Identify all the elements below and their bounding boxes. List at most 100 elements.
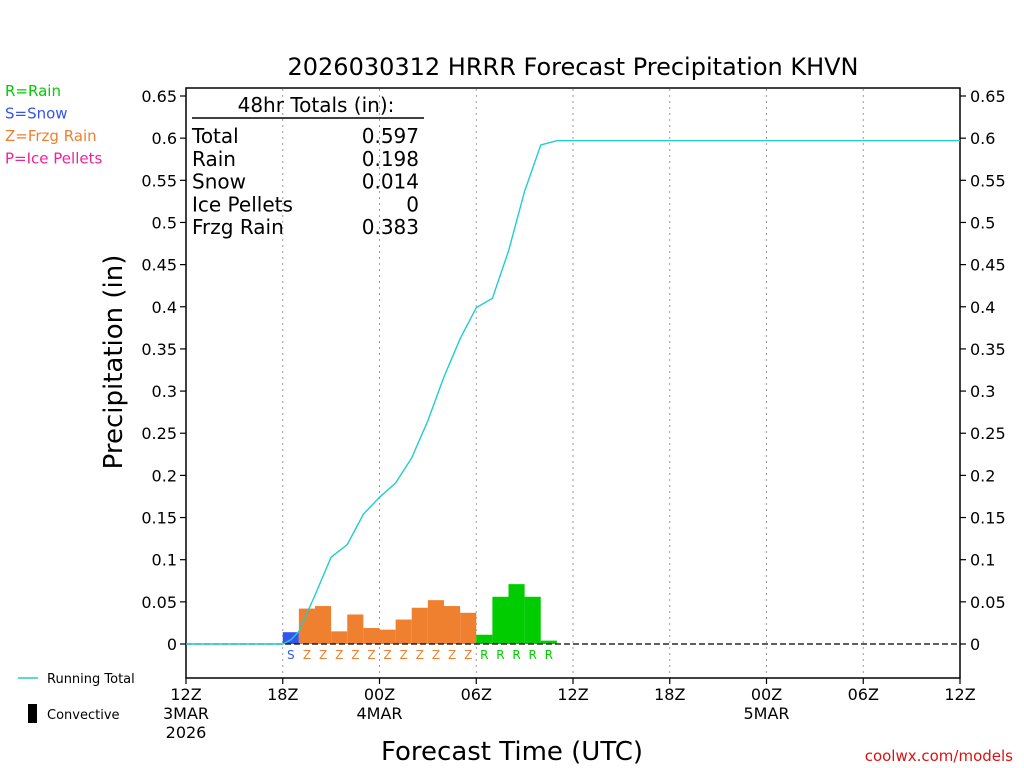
precip-bar (411, 607, 428, 644)
x-axis-label: Forecast Time (UTC) (381, 737, 643, 767)
type-legend-entry: S=Snow (5, 105, 68, 123)
precip-bar (315, 606, 332, 644)
ptype-code: Z (383, 648, 391, 662)
totals-row-label: Ice Pellets (192, 192, 293, 216)
running-total-line (186, 139, 960, 645)
x-tick-label: 12Z (944, 685, 975, 704)
ptype-code: Z (351, 648, 359, 662)
x-tick-label: 00Z (364, 685, 395, 704)
y-axis-label: Precipitation (in) (99, 255, 129, 470)
totals-row-value: 0 (406, 192, 419, 216)
chart-title: 2026030312 HRRR Forecast Precipitation K… (287, 53, 858, 81)
y-tick-label-right: 0.2 (970, 466, 995, 485)
y-tick-label-left: 0.65 (141, 87, 177, 106)
x-tick-label: 12Z (170, 685, 201, 704)
ptype-code: R (480, 648, 488, 662)
y-tick-label-right: 0.1 (970, 551, 995, 570)
precip-bar (395, 619, 412, 644)
y-tick-label-right: 0.35 (970, 340, 1006, 359)
type-legend-entry: Z=Frzg Rain (5, 127, 97, 145)
y-tick-label-left: 0.05 (141, 593, 177, 612)
totals-box: 48hr Totals (in): Total 0.597 Rain 0.198 Sno… (191, 93, 424, 239)
precip-bar (298, 608, 315, 644)
y-tick-label-left: 0.1 (152, 551, 177, 570)
y-tick-label-left: 0.5 (152, 213, 177, 232)
y-tick-label-right: 0.6 (970, 129, 995, 148)
ptype-code: Z (464, 648, 472, 662)
precip-type-legend: R=Rain S=Snow Z=Frzg Rain P=Ice Pellets (5, 82, 102, 168)
y-tick-label-left: 0.6 (152, 129, 177, 148)
precip-bar (524, 596, 541, 644)
grid-layer (282, 89, 864, 677)
y-tick-label-right: 0.45 (970, 256, 1006, 275)
y-tick-label-right: 0.4 (970, 298, 995, 317)
totals-row-value: 0.597 (362, 124, 419, 148)
ptype-code: Z (367, 648, 375, 662)
x-tick-year-label: 2026 (166, 723, 207, 742)
precip-bar (508, 584, 525, 644)
precip-bar (347, 614, 364, 644)
x-tick-label: 06Z (848, 685, 879, 704)
ptype-code: R (496, 648, 504, 662)
type-legend-entry: P=Ice Pellets (5, 150, 102, 168)
ptype-code: Z (432, 648, 440, 662)
y-tick-label-left: 0.4 (152, 298, 177, 317)
precip-bar (427, 600, 444, 644)
ptype-code: R (545, 648, 553, 662)
x-tick-date-label: 4MAR (356, 704, 402, 723)
totals-row-value: 0.014 (362, 170, 419, 194)
x-tick-date-label: 3MAR (163, 704, 209, 723)
type-legend-entry: R=Rain (5, 82, 61, 100)
precip-bar (331, 631, 348, 644)
ptype-code: Z (416, 648, 424, 662)
y-tick-label-left: 0.25 (141, 424, 177, 443)
y-tick-label-right: 0.55 (970, 171, 1006, 190)
totals-rows: Total 0.597 Rain 0.198 Snow 0.014 Ice Pellets 0… (191, 124, 419, 239)
ptype-code: Z (400, 648, 408, 662)
ptype-code: S (287, 648, 295, 662)
y-tick-label-left: 0.2 (152, 466, 177, 485)
y-tick-label-right: 0.5 (970, 213, 995, 232)
totals-row-value: 0.198 (362, 147, 419, 171)
totals-row-label: Frzg Rain (192, 215, 284, 239)
y-tick-label-right: 0 (970, 635, 980, 654)
y-tick-label-right: 0.65 (970, 87, 1006, 106)
y-tick-label-left: 0.15 (141, 509, 177, 528)
totals-row-label: Rain (192, 147, 236, 171)
totals-row-label: Snow (192, 170, 246, 194)
x-tick-label: 18Z (654, 685, 685, 704)
y-tick-label-right: 0.05 (970, 593, 1006, 612)
x-tick-label: 12Z (557, 685, 588, 704)
totals-row-value: 0.383 (362, 215, 419, 239)
precip-bar (540, 640, 557, 644)
x-tick-label: 18Z (267, 685, 298, 704)
ptype-code: Z (448, 648, 456, 662)
y-tick-label-left: 0 (167, 635, 177, 654)
precip-bar (363, 627, 380, 644)
y-tick-label-right: 0.3 (970, 382, 995, 401)
precip-bar (444, 606, 461, 644)
convective-legend-swatch (28, 704, 37, 723)
ptype-code: R (529, 648, 537, 662)
precip-bar (476, 634, 493, 644)
axis-ticks-layer: 0 0 0.05 0.05 0.1 0.1 0.15 0.15 0.2 0.2 0.25 0.25 0.… (141, 87, 1005, 742)
y-tick-label-right: 0.25 (970, 424, 1006, 443)
y-tick-label-right: 0.15 (970, 509, 1006, 528)
totals-row-label: Total (191, 124, 239, 148)
x-tick-date-label: 5MAR (743, 704, 789, 723)
precip-bar (492, 596, 509, 644)
precip-bar (460, 612, 477, 644)
ptype-code: R (512, 648, 520, 662)
y-tick-label-left: 0.45 (141, 256, 177, 275)
running-total-legend-label: Running Total (47, 672, 135, 687)
ptype-code: Z (319, 648, 327, 662)
y-tick-label-left: 0.3 (152, 382, 177, 401)
bars-layer (282, 584, 557, 644)
convective-legend-label: Convective (47, 708, 120, 723)
x-tick-label: 06Z (461, 685, 492, 704)
x-tick-label: 00Z (751, 685, 782, 704)
running-total-layer (186, 139, 960, 645)
totals-heading: 48hr Totals (in): (238, 93, 395, 117)
